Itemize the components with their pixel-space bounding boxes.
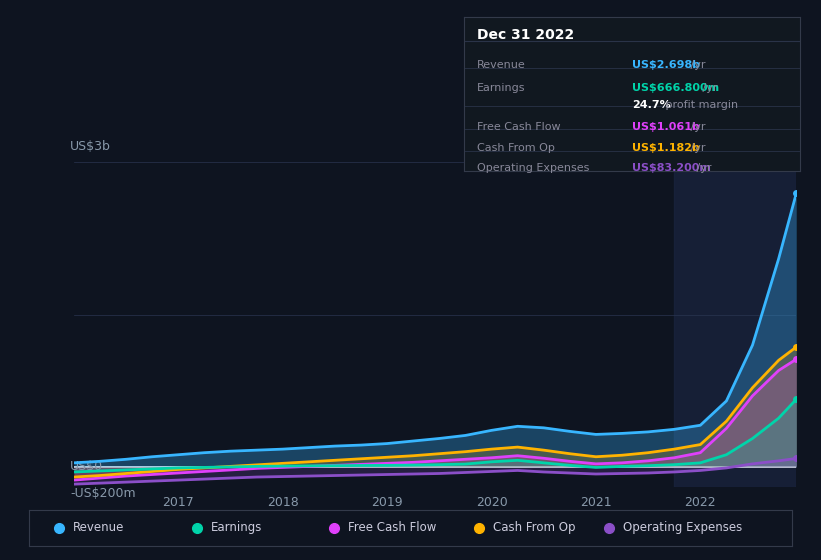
Text: Revenue: Revenue [73,521,125,534]
Text: Cash From Op: Cash From Op [493,521,576,534]
Text: Free Cash Flow: Free Cash Flow [477,122,561,132]
Text: US$3b: US$3b [71,139,111,153]
Text: US$1.182b: US$1.182b [632,143,700,153]
Text: US$2.698b: US$2.698b [632,60,700,70]
Text: US$83.200m: US$83.200m [632,163,711,173]
Text: profit margin: profit margin [663,100,739,110]
Text: /yr: /yr [699,83,718,93]
Text: Operating Expenses: Operating Expenses [623,521,742,534]
Text: Earnings: Earnings [210,521,262,534]
Text: /yr: /yr [686,60,705,70]
Text: Operating Expenses: Operating Expenses [477,163,589,173]
Text: US$0: US$0 [71,460,103,473]
Text: -US$200m: -US$200m [71,487,136,500]
Text: 24.7%: 24.7% [632,100,671,110]
Text: US$1.061b: US$1.061b [632,122,700,132]
Text: /yr: /yr [693,163,711,173]
Text: Earnings: Earnings [477,83,525,93]
Bar [674,162,796,487]
Text: US$666.800m: US$666.800m [632,83,719,93]
Text: /yr: /yr [686,122,705,132]
Text: Dec 31 2022: Dec 31 2022 [477,27,575,41]
Text: Cash From Op: Cash From Op [477,143,555,153]
Text: /yr: /yr [686,143,705,153]
Text: Revenue: Revenue [477,60,526,70]
Text: Free Cash Flow: Free Cash Flow [348,521,436,534]
